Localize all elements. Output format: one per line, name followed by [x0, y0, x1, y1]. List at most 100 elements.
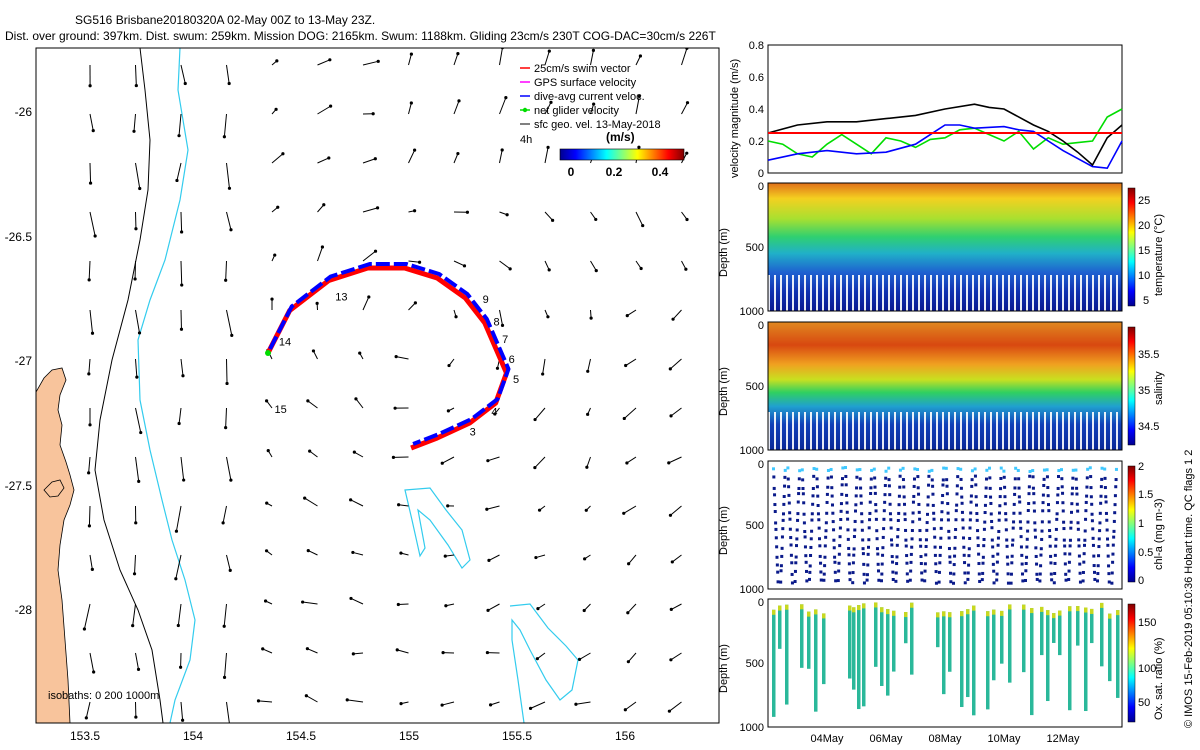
chla-point — [902, 495, 906, 499]
velocity-arrow — [681, 102, 688, 115]
chla-point — [955, 503, 959, 507]
chla-point — [934, 570, 938, 574]
oxygen-profile — [1100, 602, 1104, 667]
dive-avg-current-track — [268, 262, 511, 446]
chla-y-axis: 0 500 1000 — [740, 459, 764, 596]
velocity-arrow — [352, 551, 364, 556]
chla-point — [934, 581, 938, 585]
chla-point — [1041, 493, 1045, 497]
salinity-colorbar-label: salinity — [1153, 371, 1165, 405]
velocity-arrow — [262, 648, 273, 654]
chla-point — [794, 555, 798, 559]
chla-point — [779, 580, 783, 584]
velocity-arrow — [587, 358, 591, 372]
chla-point — [991, 562, 995, 566]
map-colorbar-tick: 0.4 — [652, 165, 669, 179]
chla-point — [826, 476, 830, 480]
velocity-arrow — [362, 250, 376, 262]
chla-point — [867, 538, 871, 542]
velocity-arrow — [223, 603, 227, 627]
velocity-arrow — [135, 358, 138, 378]
velocity-arrow-head — [281, 152, 285, 156]
chla-point — [1019, 535, 1023, 539]
velocity-arrow-head — [256, 699, 261, 703]
velocity-arrow — [347, 699, 364, 703]
chla-point — [1014, 466, 1018, 470]
velocity-arrow — [225, 407, 227, 428]
chla-point — [926, 512, 929, 516]
velocity-arrow-head — [264, 399, 269, 403]
chla-colorbar-ticks: 2 1.5 1 0.5 0 — [1138, 461, 1153, 587]
chla-point — [1046, 494, 1050, 498]
temperature-y-tick: 1000 — [740, 306, 764, 318]
chla-point — [789, 553, 793, 557]
velocity-arrow — [134, 554, 136, 574]
chla-point — [773, 493, 777, 497]
chla-point — [954, 509, 958, 513]
chla-point — [823, 544, 827, 548]
velocity-arrow-head — [352, 450, 356, 454]
velocity-arrow — [133, 113, 136, 132]
chla-point — [826, 468, 830, 472]
chla-point — [927, 483, 931, 487]
velocity-arrow-head — [134, 715, 138, 719]
track-day-label: 4 — [491, 407, 497, 419]
chla-point — [781, 527, 785, 531]
chla-point — [855, 475, 859, 479]
chla-point — [873, 476, 877, 480]
chla-point — [1040, 529, 1044, 533]
chla-point — [860, 512, 864, 516]
chla-point — [1046, 486, 1050, 490]
chla-point — [1090, 502, 1094, 506]
chla-point — [1018, 520, 1022, 524]
temperature-y-tick: 500 — [746, 242, 764, 254]
velocity-arrow — [353, 652, 364, 655]
chla-point — [1042, 468, 1046, 472]
velocity-arrow — [635, 55, 641, 66]
velocity-arrow-head — [668, 513, 673, 517]
oxygen-profile-surface — [1116, 610, 1120, 616]
velocity-arrow — [180, 701, 184, 721]
time-x-tick: 08May — [928, 733, 962, 745]
velocity-arrow — [135, 456, 140, 482]
chla-point — [1084, 500, 1088, 504]
velocity-arrow — [306, 695, 318, 703]
chla-point — [939, 526, 943, 530]
velocity-arrow-head — [413, 301, 417, 305]
chla-point — [1092, 564, 1096, 568]
chla-point — [1071, 476, 1075, 480]
track-day-label: 8 — [494, 317, 500, 329]
chla-point — [969, 494, 973, 498]
chla-point — [1090, 519, 1094, 523]
chla-point — [904, 544, 908, 548]
chla-point — [911, 511, 915, 515]
chla-point — [1075, 492, 1079, 496]
velocity-arrow-head — [322, 203, 326, 207]
velocity-arrow-head — [183, 81, 187, 86]
chla-point — [910, 529, 914, 533]
temperature-cb-tick: 15 — [1138, 245, 1150, 257]
chla-frame — [767, 460, 1123, 590]
chla-point — [918, 517, 922, 521]
chla-point — [1017, 495, 1021, 499]
velocity-arrow — [175, 554, 182, 579]
oxygen-profile — [1052, 613, 1056, 643]
chla-point — [911, 500, 915, 504]
chla-point — [938, 553, 942, 557]
chla-point — [1025, 537, 1029, 541]
chla-point — [1027, 501, 1031, 505]
chla-point — [859, 486, 863, 490]
oxygen-profile — [960, 611, 964, 708]
velocity-arrow — [408, 302, 416, 311]
chla-point — [845, 493, 849, 497]
chla-point — [912, 494, 916, 498]
chla-point — [1112, 535, 1116, 539]
chla-point — [895, 555, 899, 559]
velocity-arrow — [575, 701, 591, 705]
chla-point — [868, 500, 872, 504]
salinity-cb-tick: 35.5 — [1138, 349, 1159, 361]
velocity-arrow-head — [345, 698, 349, 702]
velocity-arrow-head — [395, 648, 399, 652]
chla-point — [976, 536, 980, 540]
chla-point — [1076, 527, 1080, 531]
